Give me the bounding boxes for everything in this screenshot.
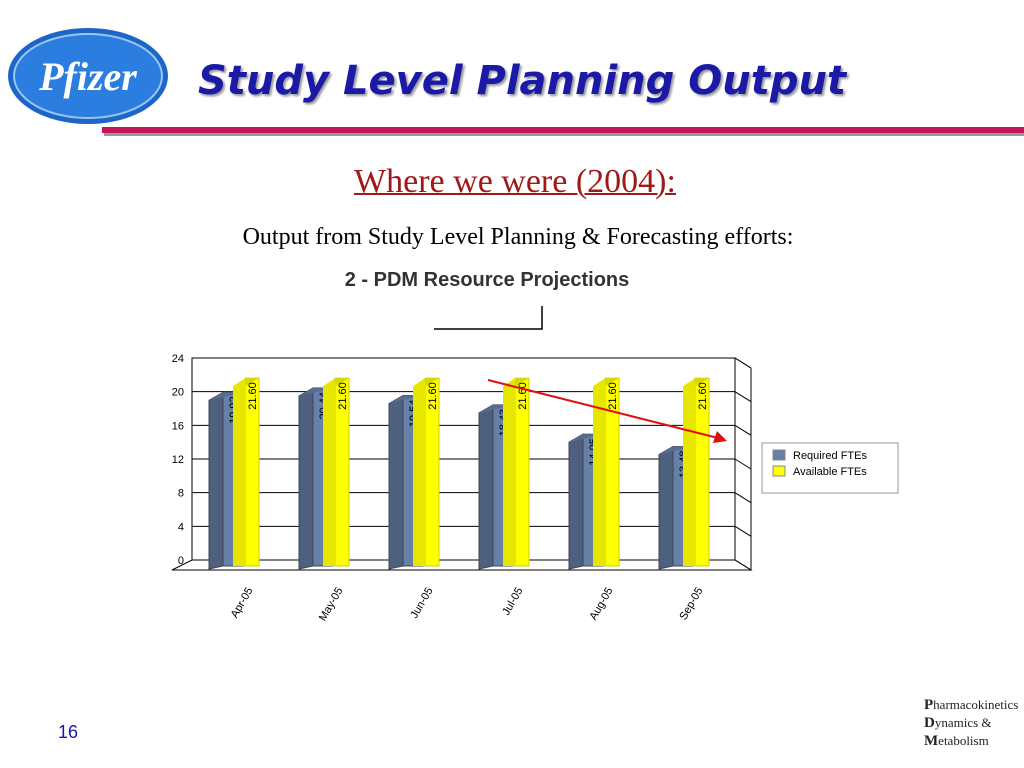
bar-side (208, 391, 224, 570)
bar-side (658, 445, 674, 570)
value-label: 21.60 (427, 382, 439, 410)
bar-side (413, 378, 425, 566)
bar-top (695, 378, 709, 387)
grid-line (734, 492, 752, 504)
bar-top (515, 378, 529, 387)
title-rule (102, 127, 1024, 133)
heading: Where we were (2004): (354, 163, 676, 200)
slide-title: Study Level Planning Output (198, 58, 847, 104)
bar-side (478, 404, 494, 570)
bracket (434, 306, 543, 330)
x-tick-label: May-05 (317, 586, 346, 624)
x-tick-label: Aug-05 (587, 586, 615, 623)
x-tick-label: Sep-05 (677, 586, 705, 623)
legend-swatch (772, 465, 786, 477)
legend-label: Required FTEs (793, 450, 867, 462)
chart-title: 2 - PDM Resource Projections (345, 269, 630, 291)
value-label: 21.60 (517, 382, 529, 410)
grid-line (734, 559, 752, 571)
legend-label: Available FTEs (793, 466, 867, 478)
y-tick-label: 0 (178, 555, 184, 567)
trend-arrowhead (713, 431, 727, 443)
logo-inner (13, 33, 163, 119)
grid-line (734, 357, 752, 369)
legend-swatch (772, 449, 786, 461)
page-number: 16 (58, 722, 79, 742)
footer: Pharmacokinetics Dynamics & Metabolism (924, 696, 1018, 750)
bar-top (425, 378, 439, 387)
grid-line (734, 424, 752, 436)
bar-side (233, 378, 245, 566)
x-tick-label: Jul-05 (500, 586, 525, 618)
grid-line (734, 458, 752, 470)
bar-top (245, 378, 259, 387)
x-tick-label: Apr-05 (229, 586, 256, 621)
subheading: Output from Study Level Planning & Forec… (242, 224, 794, 250)
value-label: 21.60 (607, 382, 619, 410)
bar-top (335, 378, 349, 387)
value-label: 21.60 (697, 382, 709, 410)
y-tick-label: 20 (172, 387, 184, 399)
bar-side (298, 387, 314, 570)
bar-side (593, 378, 605, 566)
bar-top (605, 378, 619, 387)
trend-arrow (487, 379, 719, 439)
title-rule-shadow (104, 131, 1024, 136)
y-tick-label: 4 (178, 521, 184, 533)
bar-side (323, 378, 335, 566)
value-label: 21.60 (337, 382, 349, 410)
bar-side (388, 394, 404, 570)
y-tick-label: 8 (178, 488, 184, 500)
grid-line (734, 525, 752, 537)
bar-side (503, 378, 515, 566)
footer-line: Metabolism (924, 733, 989, 749)
y-tick-label: 24 (172, 353, 184, 365)
footer-line: Dynamics & (924, 715, 992, 731)
y-tick-label: 12 (172, 454, 184, 466)
y-tick-label: 16 (172, 420, 184, 432)
logo-text: Pfizer (38, 54, 137, 99)
bar-side (683, 378, 695, 566)
grid-line (734, 391, 752, 403)
footer-line: Pharmacokinetics (924, 697, 1019, 713)
value-label: 21.60 (247, 382, 259, 410)
x-tick-label: Jun-05 (408, 586, 435, 621)
bar-side (568, 433, 584, 570)
